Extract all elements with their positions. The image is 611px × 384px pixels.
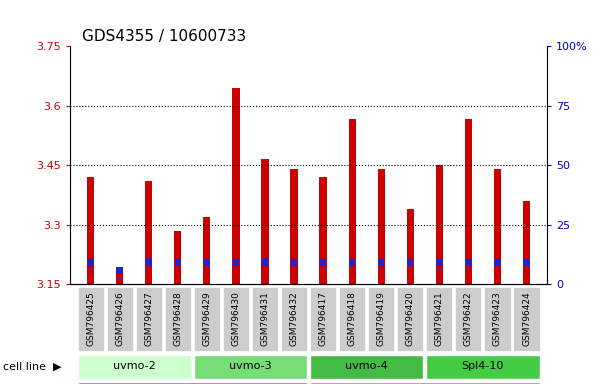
Bar <box>78 381 307 384</box>
Bar <box>494 169 501 284</box>
Bar <box>310 287 336 351</box>
Bar <box>281 287 307 351</box>
Bar <box>465 119 472 284</box>
Text: GSM796424: GSM796424 <box>522 291 531 346</box>
Bar <box>165 287 191 351</box>
Bar <box>310 355 423 379</box>
Bar <box>106 287 133 351</box>
Bar <box>194 287 220 351</box>
Text: GSM796426: GSM796426 <box>115 291 124 346</box>
Bar <box>232 88 240 284</box>
Bar <box>523 259 530 266</box>
Text: GSM796418: GSM796418 <box>348 291 357 346</box>
Bar <box>407 209 414 284</box>
Bar <box>136 287 162 351</box>
Bar <box>368 287 394 351</box>
Bar <box>378 169 385 284</box>
Bar <box>310 381 540 384</box>
Text: cell line  ▶: cell line ▶ <box>3 362 62 372</box>
Bar <box>203 217 210 284</box>
Bar <box>436 165 443 284</box>
Bar <box>262 258 268 265</box>
Bar <box>291 259 297 266</box>
Bar <box>116 270 123 284</box>
Text: GSM796425: GSM796425 <box>86 291 95 346</box>
Text: GSM796417: GSM796417 <box>318 291 327 346</box>
Bar <box>145 258 152 265</box>
Bar <box>339 287 365 351</box>
Bar <box>290 169 298 284</box>
Bar <box>233 259 239 266</box>
Bar <box>465 259 472 266</box>
Bar <box>262 159 269 284</box>
Bar <box>407 259 414 266</box>
Bar <box>378 259 384 266</box>
Bar <box>145 181 152 284</box>
Bar <box>397 287 423 351</box>
Text: GSM796420: GSM796420 <box>406 291 415 346</box>
Text: GSM796427: GSM796427 <box>144 291 153 346</box>
Text: GDS4355 / 10600733: GDS4355 / 10600733 <box>82 29 247 44</box>
Bar <box>494 259 500 266</box>
Text: GSM796421: GSM796421 <box>435 291 444 346</box>
Text: GSM796430: GSM796430 <box>232 291 240 346</box>
Bar <box>117 267 123 274</box>
Bar <box>203 259 210 266</box>
Bar <box>523 201 530 284</box>
Bar <box>426 355 540 379</box>
Text: GSM796423: GSM796423 <box>493 291 502 346</box>
Bar <box>426 287 452 351</box>
Bar <box>87 259 94 266</box>
Bar <box>252 287 278 351</box>
Text: uvmo-3: uvmo-3 <box>229 361 272 371</box>
Bar <box>87 177 94 284</box>
Bar <box>78 287 104 351</box>
Bar <box>223 287 249 351</box>
Bar <box>320 177 327 284</box>
Text: Spl4-10: Spl4-10 <box>462 361 504 371</box>
Bar <box>348 119 356 284</box>
Text: uvmo-2: uvmo-2 <box>113 361 156 371</box>
Bar <box>485 287 511 351</box>
Bar <box>194 355 307 379</box>
Bar <box>320 259 326 266</box>
Bar <box>174 230 181 284</box>
Text: GSM796422: GSM796422 <box>464 291 473 346</box>
Bar <box>513 287 540 351</box>
Text: GSM796429: GSM796429 <box>202 291 211 346</box>
Bar <box>78 355 191 379</box>
Text: GSM796431: GSM796431 <box>260 291 269 346</box>
Bar <box>175 259 181 266</box>
Bar <box>436 259 442 266</box>
Text: uvmo-4: uvmo-4 <box>345 361 388 371</box>
Text: GSM796419: GSM796419 <box>377 291 386 346</box>
Bar <box>455 287 481 351</box>
Bar <box>349 259 356 266</box>
Text: GSM796428: GSM796428 <box>174 291 182 346</box>
Text: GSM796432: GSM796432 <box>290 291 299 346</box>
